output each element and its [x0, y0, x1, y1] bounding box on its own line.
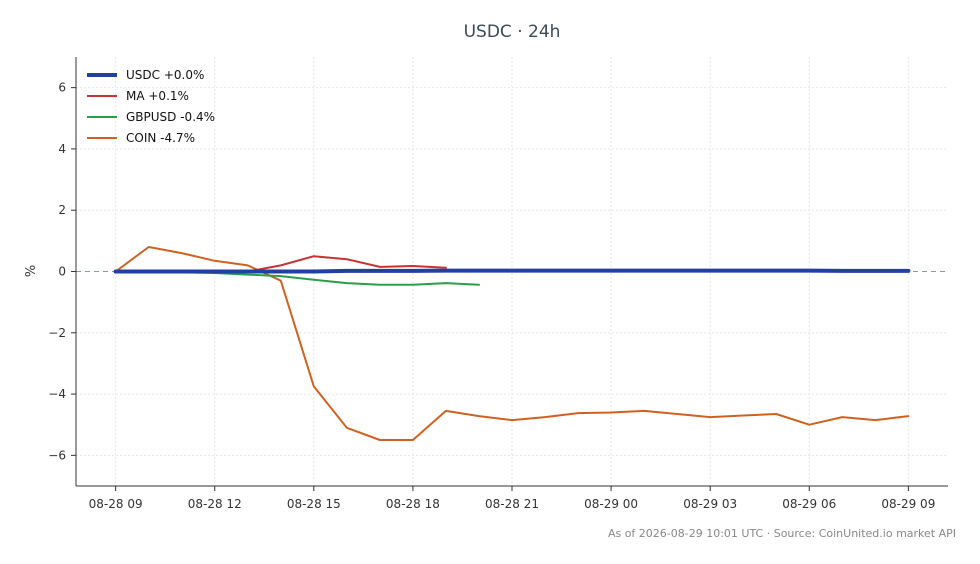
y-tick-label-6: −6 — [48, 448, 66, 462]
footer-source: As of 2026-08-29 10:01 UTC · Source: Coi… — [608, 527, 956, 540]
x-tick-label-0: 08-28 09 — [89, 497, 143, 511]
y-ticks: 6 4 2 0 −2 −4 −6 — [48, 81, 76, 462]
y-tick-label-3: 0 — [58, 265, 66, 279]
legend-label-3: COIN -4.7% — [126, 131, 195, 145]
legend-label-1: MA +0.1% — [126, 89, 189, 103]
series-line-1 — [246, 255, 447, 273]
x-tick-label-2: 08-28 15 — [287, 497, 341, 511]
x-ticks: 08-28 09 08-28 12 08-28 15 08-28 18 08-28 21… — [89, 486, 935, 511]
x-tick-label-6: 08-29 03 — [683, 497, 737, 511]
x-tick-label-4: 08-28 21 — [485, 497, 539, 511]
y-tick-label-5: −4 — [48, 387, 66, 401]
x-tick-label-1: 08-28 12 — [188, 497, 242, 511]
y-tick-label-4: −2 — [48, 326, 66, 340]
chart-title: USDC · 24h — [464, 22, 561, 42]
y-tick-label-1: 4 — [58, 142, 66, 156]
y-tick-label-0: 6 — [58, 81, 66, 95]
legend-label-0: USDC +0.0% — [126, 68, 204, 82]
gridlines — [76, 57, 948, 486]
x-tick-label-8: 08-29 09 — [881, 497, 935, 511]
y-axis-label: % — [24, 265, 39, 277]
series-layer — [113, 246, 911, 441]
legend: USDC +0.0% MA +0.1% GBPUSD -0.4% COIN -4.7% — [87, 68, 215, 145]
y-tick-label-2: 2 — [58, 203, 66, 217]
series-line-0 — [113, 268, 911, 274]
x-tick-label-3: 08-28 18 — [386, 497, 440, 511]
legend-label-2: GBPUSD -0.4% — [126, 110, 215, 124]
x-tick-label-7: 08-29 06 — [782, 497, 836, 511]
x-tick-label-5: 08-29 00 — [584, 497, 638, 511]
series-line-3 — [114, 246, 910, 441]
